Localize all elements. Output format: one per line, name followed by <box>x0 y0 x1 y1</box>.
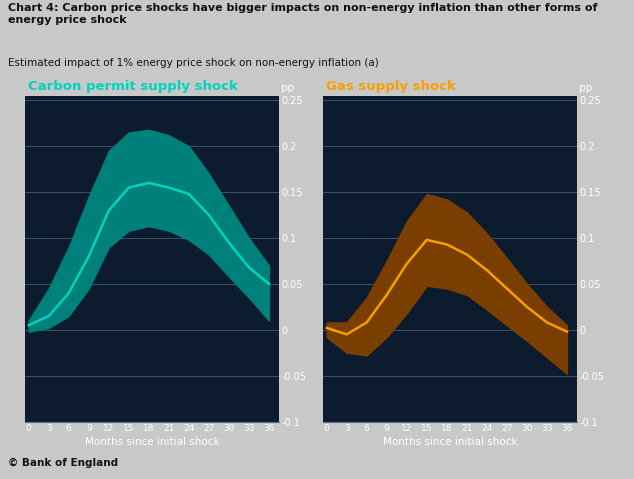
Text: © Bank of England: © Bank of England <box>8 458 118 468</box>
X-axis label: Months since initial shock: Months since initial shock <box>85 437 219 447</box>
Text: Carbon permit supply shock: Carbon permit supply shock <box>28 80 238 92</box>
X-axis label: Months since initial shock: Months since initial shock <box>383 437 517 447</box>
Text: Chart 4: Carbon price shocks have bigger impacts on non-energy inflation than ot: Chart 4: Carbon price shocks have bigger… <box>8 3 597 25</box>
Text: Gas supply shock: Gas supply shock <box>326 80 456 92</box>
Text: pp: pp <box>281 82 295 92</box>
Text: Estimated impact of 1% energy price shock on non-energy inflation (a): Estimated impact of 1% energy price shoc… <box>8 58 378 68</box>
Text: pp: pp <box>579 82 593 92</box>
